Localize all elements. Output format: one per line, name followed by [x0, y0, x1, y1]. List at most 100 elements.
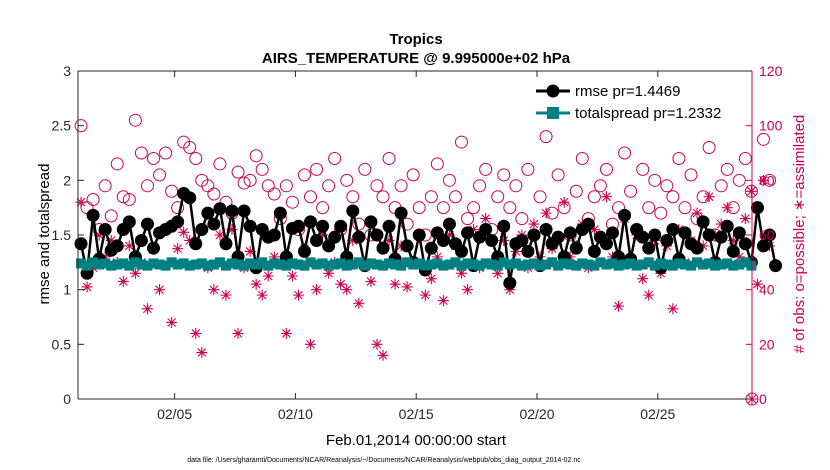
- totalspread-point: [257, 257, 268, 268]
- rmse-point: [605, 226, 619, 240]
- totalspread-point: [317, 258, 328, 269]
- totalspread-point: [396, 260, 407, 271]
- possible-obs-marker: [358, 162, 372, 176]
- possible-obs-marker: [648, 173, 662, 187]
- possible-obs-marker: [207, 187, 221, 201]
- rmse-point: [720, 219, 734, 233]
- assimilated-obs-marker: [196, 347, 208, 359]
- possible-obs-marker: [497, 168, 511, 182]
- axes-layer: 02/05 02/10 02/15 02/20 02/25 0 0.5 1 1.5 2 2.5 3 0 2…: [52, 63, 783, 422]
- y-tick-label: 3: [63, 63, 71, 79]
- possible-obs-marker: [237, 176, 251, 190]
- totalspread-point: [347, 259, 358, 270]
- rmse-point: [225, 204, 239, 218]
- rmse-point: [304, 215, 318, 229]
- totalspread-point: [142, 260, 153, 271]
- assimilated-obs-marker: [456, 267, 468, 279]
- totalspread-point: [516, 260, 527, 271]
- assimilated-obs-marker: [425, 273, 437, 285]
- assimilated-obs-marker: [534, 251, 546, 263]
- possible-obs-marker: [249, 149, 263, 163]
- possible-obs-marker: [400, 217, 414, 231]
- assimilated-obs-marker: [292, 289, 304, 301]
- assimilated-obs-marker: [600, 191, 612, 203]
- possible-obs-marker: [587, 190, 601, 204]
- possible-obs-marker: [98, 179, 112, 193]
- totalspread-point: [480, 258, 491, 269]
- possible-obs-marker: [189, 151, 203, 165]
- rmse-point: [636, 230, 650, 244]
- rmse-point: [364, 215, 378, 229]
- y2-tick-label: 120: [759, 63, 783, 79]
- rmse-point: [297, 244, 311, 258]
- totalspread-point: [559, 258, 570, 269]
- possible-obs-marker: [310, 162, 324, 176]
- totalspread-point: [450, 257, 461, 268]
- totalspread-point: [486, 259, 497, 270]
- assimilated-obs-marker: [401, 281, 413, 293]
- possible-obs-marker: [744, 184, 758, 198]
- rmse-point: [581, 217, 595, 231]
- possible-obs-marker: [430, 157, 444, 171]
- possible-obs-marker: [394, 179, 408, 193]
- totalspread-point: [377, 260, 388, 271]
- totalspread-point: [251, 259, 262, 270]
- totalspread-point: [275, 259, 286, 270]
- totalspread-point: [679, 259, 690, 270]
- possible-obs-marker: [575, 151, 589, 165]
- totalspread-point: [402, 257, 413, 268]
- assimilated-obs-marker: [268, 251, 280, 263]
- assimilated-obs-marker: [643, 289, 655, 301]
- possible-obs-marker: [146, 151, 160, 165]
- totalspread-point: [202, 260, 213, 271]
- rmse-point: [189, 237, 203, 251]
- possible-obs-marker: [642, 201, 656, 215]
- totalspread-point: [281, 260, 292, 271]
- rmse-point: [267, 228, 281, 242]
- totalspread-point: [420, 260, 431, 271]
- assimilated-obs-marker: [733, 251, 745, 263]
- rmse-point: [738, 237, 752, 251]
- rmse-point: [696, 215, 710, 229]
- totalspread-point: [154, 259, 165, 270]
- possible-obs-marker: [346, 190, 360, 204]
- totalspread-point: [426, 259, 437, 270]
- totalspread-point: [438, 260, 449, 271]
- possible-obs-marker: [231, 165, 245, 179]
- totalspread-point: [166, 257, 177, 268]
- assimilated-obs-marker: [558, 196, 570, 208]
- possible-obs-marker: [618, 146, 632, 160]
- rmse-point: [763, 228, 777, 242]
- assimilated-obs-marker: [226, 224, 238, 236]
- rmse-point: [455, 244, 469, 258]
- possible-obs-marker: [322, 179, 336, 193]
- rmse-point: [521, 244, 535, 258]
- possible-obs-marker: [213, 157, 227, 171]
- totalspread-point: [408, 259, 419, 270]
- assimilated-obs-marker: [305, 338, 317, 350]
- totalspread-point: [734, 259, 745, 270]
- rmse-point: [648, 228, 662, 242]
- rmse-point: [146, 241, 160, 255]
- totalspread-point: [643, 257, 654, 268]
- totalspread-point: [414, 258, 425, 269]
- totalspread-point: [353, 257, 364, 268]
- rmse-point: [678, 226, 692, 240]
- rmse-point: [219, 237, 233, 251]
- x-tick-label: 02/10: [278, 406, 313, 422]
- possible-obs-marker: [551, 168, 565, 182]
- totalspread-point: [547, 257, 558, 268]
- assimilated-obs-marker: [117, 275, 129, 287]
- possible-obs-marker: [702, 141, 716, 155]
- possible-obs-marker: [183, 141, 197, 155]
- totalspread-point: [510, 258, 521, 269]
- assimilated-obs-marker: [739, 213, 751, 225]
- rmse-point: [328, 230, 342, 244]
- possible-obs-marker: [684, 168, 698, 182]
- rmse-point: [273, 206, 287, 220]
- totalspread-point: [710, 260, 721, 271]
- totalspread-point: [112, 259, 123, 270]
- totalspread-point: [359, 260, 370, 271]
- rmse-point: [442, 217, 456, 231]
- assimilated-obs-marker: [166, 316, 178, 328]
